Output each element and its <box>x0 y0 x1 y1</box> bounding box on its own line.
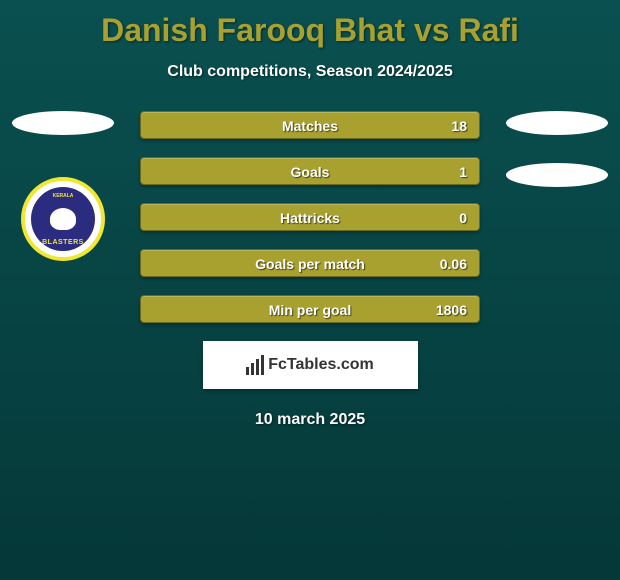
stat-bar-min-per-goal: Min per goal 1806 <box>140 295 480 323</box>
stat-label: Goals <box>291 158 330 186</box>
page-subtitle: Club competitions, Season 2024/2025 <box>0 63 620 81</box>
stat-bar-hattricks: Hattricks 0 <box>140 203 480 231</box>
stat-value: 1806 <box>436 296 467 324</box>
elephant-icon <box>48 206 78 232</box>
team-logo-inner: KERALA BLASTERS <box>31 187 95 251</box>
stat-bar-goals: Goals 1 <box>140 157 480 185</box>
stat-value: 1 <box>459 158 467 186</box>
stat-bar-goals-per-match: Goals per match 0.06 <box>140 249 480 277</box>
stat-label: Matches <box>282 112 338 140</box>
right-column <box>502 111 612 187</box>
fctables-text: FcTables.com <box>268 356 374 374</box>
fctables-logo: FcTables.com <box>246 355 374 375</box>
stat-value: 0 <box>459 204 467 232</box>
stat-bar-matches: Matches 18 <box>140 111 480 139</box>
fctables-logo-box: FcTables.com <box>203 341 418 389</box>
stat-value: 18 <box>451 112 467 140</box>
player-logo-placeholder-right-1 <box>506 111 608 135</box>
stat-label: Hattricks <box>280 204 340 232</box>
logo-text-top: KERALA <box>53 193 74 199</box>
stat-label: Goals per match <box>255 250 365 278</box>
date-text: 10 march 2025 <box>0 411 620 429</box>
logo-text-bottom: BLASTERS <box>42 239 84 246</box>
page-title: Danish Farooq Bhat vs Rafi <box>0 0 620 49</box>
team-logo-left: KERALA BLASTERS <box>21 177 105 261</box>
stat-label: Min per goal <box>269 296 351 324</box>
left-column: KERALA BLASTERS <box>8 111 118 261</box>
stat-value: 0.06 <box>440 250 467 278</box>
bars-icon <box>246 355 264 375</box>
player-logo-placeholder-left <box>12 111 114 135</box>
stats-container: Matches 18 Goals 1 Hattricks 0 Goals per… <box>140 111 480 323</box>
player-logo-placeholder-right-2 <box>506 163 608 187</box>
content-area: KERALA BLASTERS Matches 18 Goals 1 Hattr… <box>0 111 620 323</box>
